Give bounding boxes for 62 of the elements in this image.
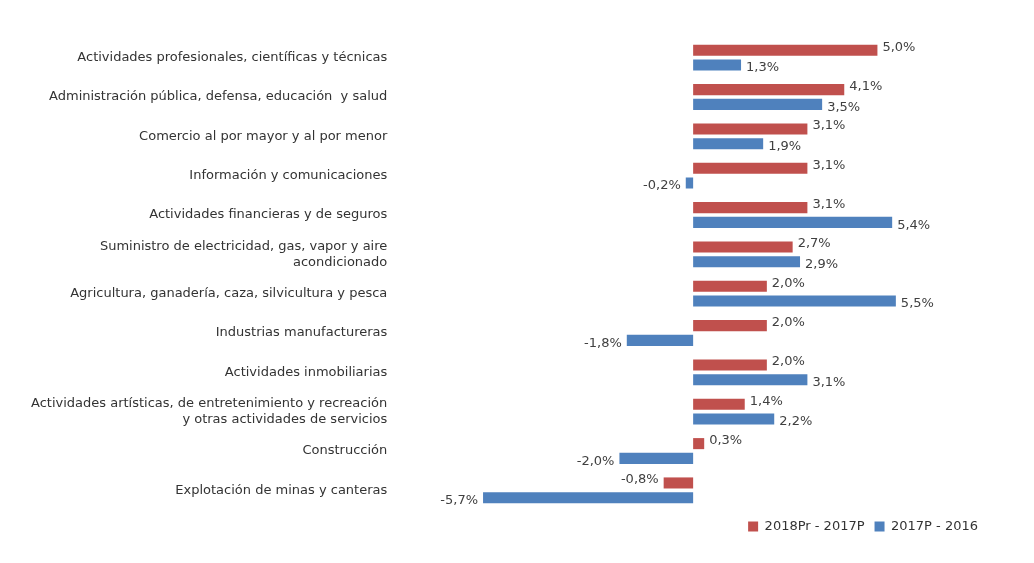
data-label: 5,5% xyxy=(900,295,934,311)
y-tick-label: Agricultura, ganadería, caza, silvicultura y pesca xyxy=(70,285,388,301)
data-label: -0,8% xyxy=(620,471,659,487)
bar xyxy=(693,438,705,450)
bar xyxy=(693,162,808,174)
data-label: -5,7% xyxy=(440,492,479,508)
bar xyxy=(693,241,793,253)
data-label: -2,0% xyxy=(576,452,615,468)
y-tick-label: Actividades profesionales, científicas y técnicas xyxy=(77,49,388,65)
data-label: 2,0% xyxy=(771,274,805,290)
bar xyxy=(693,413,775,425)
y-tick-label: Industrias manufactureras xyxy=(215,324,388,340)
data-label: 1,9% xyxy=(768,138,802,154)
data-label: 2,0% xyxy=(771,353,805,369)
bar xyxy=(693,359,767,371)
bar xyxy=(693,374,808,386)
legend-label: 2018Pr - 2017P xyxy=(764,517,865,533)
bar xyxy=(619,452,694,464)
data-label: 2,9% xyxy=(805,256,839,272)
y-tick-label: Suministro de electricidad, gas, vapor y aire acondicionado xyxy=(99,237,388,269)
bar xyxy=(693,59,742,71)
bar xyxy=(693,123,808,135)
y-tick-label: Información y comunicaciones xyxy=(189,167,388,183)
data-label: 3,1% xyxy=(812,156,846,172)
data-label: 5,0% xyxy=(882,38,916,54)
bar xyxy=(693,44,878,56)
data-label: 5,4% xyxy=(897,216,931,232)
data-label: 2,0% xyxy=(771,314,805,329)
bar xyxy=(483,492,694,504)
data-label: 1,3% xyxy=(746,59,780,75)
y-tick-label: Construcción xyxy=(302,442,388,458)
bar xyxy=(693,138,764,150)
bar xyxy=(626,334,694,346)
bar xyxy=(693,98,823,110)
y-tick-label: Explotación de minas y canteras xyxy=(175,481,388,497)
data-label: 3,1% xyxy=(812,196,846,211)
y-tick-label: Comercio al por mayor y al por menor xyxy=(139,127,388,143)
data-label: 1,4% xyxy=(749,392,783,408)
y-tick-label: Actividades financieras y de seguros xyxy=(149,206,388,222)
legend-label: 2017P - 2016 xyxy=(891,517,979,533)
data-label: 2,2% xyxy=(779,413,813,429)
data-label: 3,1% xyxy=(812,374,846,390)
data-label: 4,1% xyxy=(849,78,883,93)
y-tick-label: Administración pública, defensa, educación y salud xyxy=(49,88,388,104)
data-label: 3,5% xyxy=(827,98,861,114)
bar xyxy=(693,216,893,228)
bar xyxy=(693,280,767,292)
bar xyxy=(693,202,808,214)
bar xyxy=(693,84,845,96)
data-label: 0,3% xyxy=(709,432,743,447)
bar xyxy=(663,477,694,489)
data-label: -0,2% xyxy=(643,177,681,193)
bar xyxy=(693,320,767,332)
y-tick-label: Actividades artísticas, de entretenimiento y recreación y otras actividades de servicios xyxy=(30,395,388,426)
bar xyxy=(685,177,694,189)
data-label: 3,1% xyxy=(812,117,846,133)
y-tick-label: Actividades inmobiliarias xyxy=(224,363,388,379)
data-label: 2,7% xyxy=(797,235,831,251)
bar xyxy=(693,295,896,307)
data-label: -1,8% xyxy=(584,334,622,350)
bar xyxy=(693,398,745,410)
bar xyxy=(693,256,801,268)
